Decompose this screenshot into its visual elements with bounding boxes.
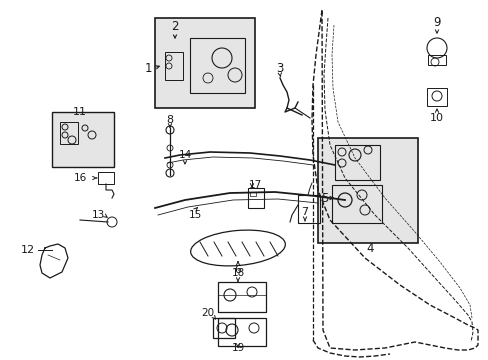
Bar	[155, 18, 254, 108]
Text: 1: 1	[144, 62, 151, 75]
Text: 5: 5	[321, 192, 328, 204]
Text: 15: 15	[188, 210, 201, 220]
Bar	[218, 295, 265, 312]
Text: 18: 18	[231, 268, 244, 278]
Bar	[247, 188, 264, 208]
Bar	[190, 38, 244, 93]
Bar	[249, 192, 256, 196]
Text: 8: 8	[166, 115, 173, 125]
Bar	[213, 318, 235, 338]
Text: 7: 7	[301, 207, 308, 217]
Bar	[164, 52, 183, 80]
Bar	[317, 138, 417, 243]
Text: 6: 6	[234, 265, 241, 275]
Text: 4: 4	[366, 242, 373, 255]
Bar	[52, 112, 114, 167]
Text: 13: 13	[91, 210, 104, 220]
Bar	[426, 88, 446, 106]
Text: 2: 2	[171, 19, 179, 32]
Text: 14: 14	[178, 150, 191, 160]
Bar	[218, 318, 265, 346]
Bar	[334, 145, 379, 180]
Bar	[98, 172, 114, 184]
Bar	[297, 195, 319, 223]
Bar	[218, 282, 265, 312]
Text: 19: 19	[231, 343, 244, 353]
Bar	[427, 55, 445, 65]
Text: 10: 10	[429, 113, 443, 123]
Text: 3: 3	[276, 62, 283, 75]
Text: 9: 9	[432, 15, 440, 28]
Text: 20: 20	[201, 308, 214, 318]
Bar	[331, 185, 381, 223]
Text: 12: 12	[21, 245, 35, 255]
Bar	[60, 122, 78, 144]
Text: 11: 11	[73, 107, 87, 117]
Text: 17: 17	[248, 180, 261, 190]
Text: 16: 16	[73, 173, 86, 183]
